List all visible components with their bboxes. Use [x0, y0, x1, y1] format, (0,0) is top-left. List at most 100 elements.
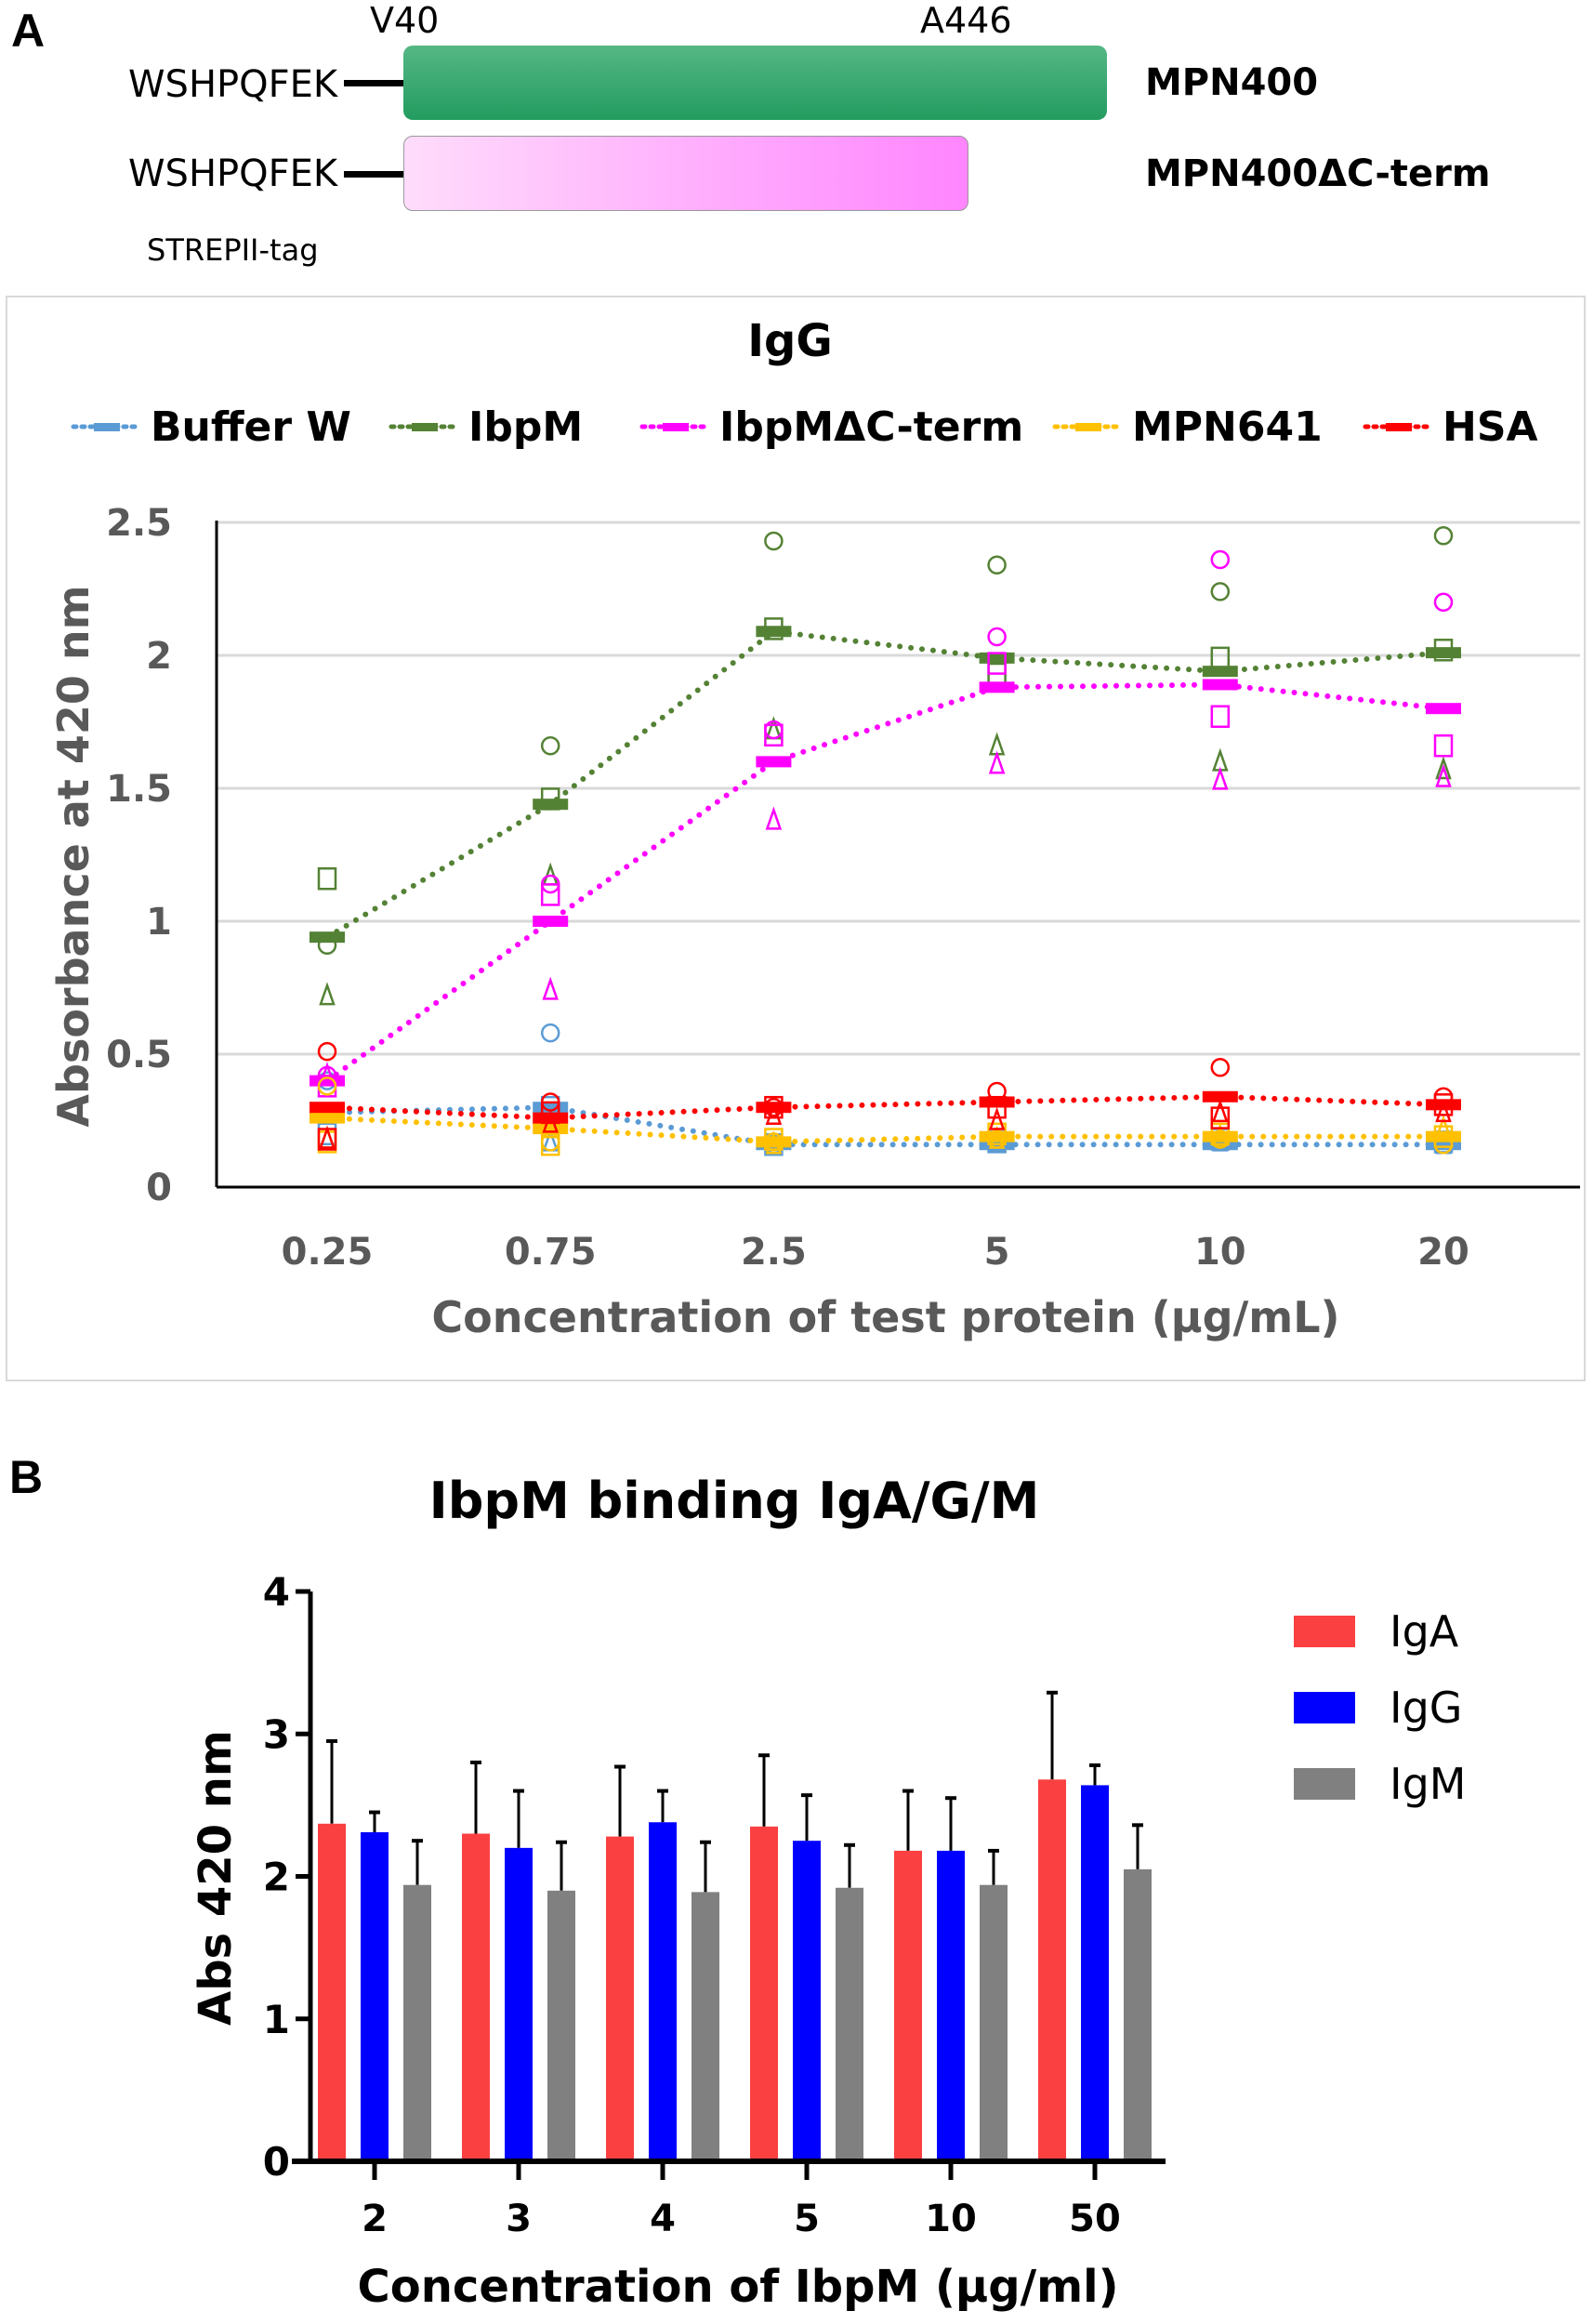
x-tick-label: 2 [362, 2198, 388, 2240]
mean-marker [533, 1123, 569, 1135]
bar [1038, 1779, 1066, 2161]
legend-label: IgM [1390, 1759, 1466, 1809]
panel-b-label: B [9, 1451, 44, 1503]
replicate-square [1210, 705, 1231, 729]
replicate-triangle [1435, 763, 1452, 787]
replicate-triangle [319, 982, 336, 1006]
replicate-circle [1433, 526, 1454, 546]
legend-label: HSA [1443, 403, 1538, 451]
legend-marker [94, 423, 120, 431]
replicate-triangle [1435, 1099, 1452, 1123]
bar [1124, 1868, 1152, 2161]
replicate-square [1210, 646, 1231, 670]
bar [606, 1836, 634, 2161]
y-tick-label: 1.5 [106, 768, 172, 811]
mean-marker [756, 626, 792, 638]
bar [894, 1850, 922, 2161]
legend-marker [1075, 423, 1101, 431]
x-tick-label: 4 [650, 2198, 676, 2240]
mean-marker [533, 799, 569, 811]
x-tick-label: 50 [1069, 2198, 1121, 2240]
mean-marker [1426, 1130, 1461, 1142]
x-tick-label: 2.5 [741, 1231, 807, 1274]
bar [505, 1847, 533, 2161]
mean-marker [1202, 1130, 1238, 1142]
mean-marker [1426, 647, 1461, 659]
replicate-circle [987, 627, 1007, 647]
replicate-circle [1433, 592, 1454, 613]
replicate-triangle [542, 976, 559, 1000]
mean-marker [1426, 1099, 1461, 1111]
y-tick-label: 2 [146, 635, 172, 678]
series-line [324, 1115, 1446, 1145]
replicate-square [317, 866, 337, 891]
replicate-triangle [1212, 766, 1229, 790]
replicate-triangle [988, 750, 1006, 774]
replicate-square [1210, 1106, 1231, 1129]
tag-sequence-1: WSHPQFEK [128, 63, 338, 106]
chart-a-frame [6, 296, 1586, 1381]
replicate-circle [317, 1041, 337, 1062]
construct-name-mpn400: MPN400 [1145, 61, 1319, 104]
y-axis-title: Absorbance at 420 nm [48, 585, 99, 1127]
legend-swatch [1294, 1692, 1355, 1723]
start-residue-label: V40 [370, 0, 440, 41]
bar [937, 1850, 965, 2161]
legend-marker [412, 423, 438, 431]
bar [980, 1884, 1008, 2161]
y-tick-label: 0 [263, 2139, 290, 2185]
replicate-circle [540, 735, 560, 756]
bar [403, 1884, 431, 2161]
replicate-square [1433, 733, 1454, 758]
y-tick-label: 0 [146, 1167, 172, 1209]
replicate-square [987, 652, 1007, 675]
mean-marker [1202, 679, 1238, 691]
end-residue-label: A446 [920, 0, 1012, 41]
linker-1 [344, 80, 405, 86]
mean-marker [310, 931, 345, 944]
x-axis-title: Concentration of test protein (µg/mL) [431, 1292, 1339, 1342]
bar [318, 1823, 346, 2161]
legend-marker [1386, 423, 1412, 431]
y-tick-label: 3 [263, 1711, 290, 1757]
mean-marker [533, 916, 569, 927]
x-tick-label: 0.75 [505, 1231, 597, 1274]
chart-b-title: IbpM binding IgA/G/M [429, 1472, 1040, 1530]
replicate-triangle [1435, 756, 1452, 780]
y-tick-label: 2 [263, 1855, 290, 1900]
legend-label: MPN641 [1132, 403, 1323, 451]
replicate-circle [1210, 549, 1231, 570]
bar [462, 1833, 490, 2161]
legend-swatch [1294, 1616, 1355, 1647]
bar [649, 1822, 677, 2161]
replicate-triangle [765, 1101, 783, 1126]
mean-marker [979, 681, 1015, 693]
construct-name-mpn400-dc-term: MPN400ΔC-term [1145, 152, 1491, 195]
replicate-circle [987, 555, 1007, 575]
linker-2 [344, 171, 405, 178]
panel-a-label: A [11, 5, 46, 57]
bar [1081, 1785, 1109, 2161]
replicate-circle [1210, 582, 1231, 601]
x-tick-label: 20 [1417, 1231, 1469, 1274]
replicate-circle [764, 531, 784, 551]
mean-marker [1426, 703, 1461, 715]
legend-label: IbpMΔC-term [719, 403, 1023, 451]
replicate-triangle [1212, 1099, 1229, 1123]
y-axis-title: Abs 420 nm [190, 1730, 242, 2026]
mean-marker [1202, 1090, 1238, 1103]
mean-marker [310, 1102, 345, 1114]
x-tick-label: 10 [1194, 1231, 1246, 1274]
y-tick-label: 1 [263, 1997, 290, 2042]
legend-label: IgG [1390, 1683, 1462, 1733]
x-tick-label: 10 [925, 2198, 977, 2240]
x-axis-title: Concentration of IbpM (µg/ml) [358, 2261, 1119, 2313]
bar [692, 1892, 719, 2161]
series-line [324, 1093, 1446, 1121]
series-line [324, 628, 1446, 941]
replicate-triangle [319, 1125, 336, 1149]
replicate-triangle [765, 806, 783, 830]
x-tick-label: 5 [984, 1231, 1010, 1274]
replicate-square [540, 1132, 560, 1156]
